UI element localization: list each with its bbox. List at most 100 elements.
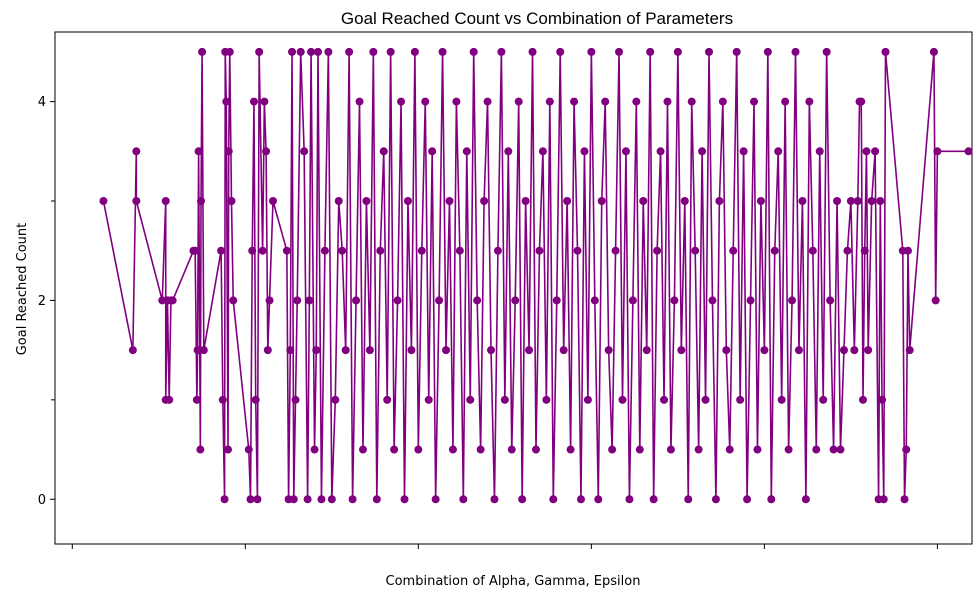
data-point [639,197,648,206]
data-point [414,445,423,454]
data-point [725,445,734,454]
data-point [224,445,233,454]
data-point [653,246,662,255]
data-point [431,495,440,504]
data-point [407,346,416,355]
data-point [312,346,321,355]
data-point [881,47,890,56]
data-point [324,47,333,56]
data-point [198,47,207,56]
data-point [438,47,447,56]
data-point [819,395,828,404]
data-point [531,445,540,454]
data-point [805,97,814,106]
data-point [334,197,343,206]
data-point [286,346,295,355]
data-point [341,346,350,355]
data-point [428,147,437,156]
data-point [168,296,177,305]
data-point [559,346,568,355]
data-point [372,495,381,504]
data-point [903,246,912,255]
data-point [590,296,599,305]
data-point [570,97,579,106]
data-point [424,395,433,404]
data-point [862,147,871,156]
data-point [646,47,655,56]
data-point [225,47,234,56]
data-point [265,296,274,305]
y-tick-label: 0 [38,493,46,508]
data-point [853,197,862,206]
data-point [826,296,835,305]
data-point [794,346,803,355]
data-point [165,395,174,404]
data-point [812,445,821,454]
data-point [521,197,530,206]
data-point [260,97,269,106]
data-point [774,147,783,156]
data-point [511,296,520,305]
data-point [632,97,641,106]
data-point [746,296,755,305]
data-point [303,495,312,504]
data-point [784,445,793,454]
data-point [604,346,613,355]
data-point [580,147,589,156]
data-point [601,97,610,106]
data-point [514,97,523,106]
data-point [791,47,800,56]
data-point [542,395,551,404]
data-point [933,147,942,156]
data-point [573,246,582,255]
series-group [99,47,973,504]
data-point [132,147,141,156]
data-point [576,495,585,504]
data-point [753,445,762,454]
data-point [815,147,824,156]
data-point [249,97,258,106]
data-point [483,97,492,106]
data-point [701,395,710,404]
plot-frame [54,31,973,545]
data-point [666,445,675,454]
data-point [442,346,451,355]
data-point [305,296,314,305]
data-point [566,445,575,454]
data-point [310,445,319,454]
data-point [369,47,378,56]
data-point [480,197,489,206]
data-point [729,246,738,255]
data-point [649,495,658,504]
data-point [217,246,226,255]
data-point [931,296,940,305]
data-point [218,395,227,404]
data-point [348,495,357,504]
data-point [677,346,686,355]
data-point [493,246,502,255]
data-point [860,246,869,255]
data-point [358,445,367,454]
data-point [556,47,565,56]
data-point [833,197,842,206]
data-point [452,97,461,106]
data-point [705,47,714,56]
data-point [253,495,262,504]
data-point [781,97,790,106]
data-point [767,495,776,504]
data-point [376,246,385,255]
data-point [469,47,478,56]
data-point [628,296,637,305]
data-point [331,395,340,404]
data-point [397,97,406,106]
data-point [859,395,867,404]
data-point [698,147,707,156]
data-point [583,395,592,404]
data-point [843,246,852,255]
data-point [538,147,547,156]
data-point [500,395,509,404]
data-point [355,97,364,106]
data-point [594,495,603,504]
data-point [229,296,238,305]
